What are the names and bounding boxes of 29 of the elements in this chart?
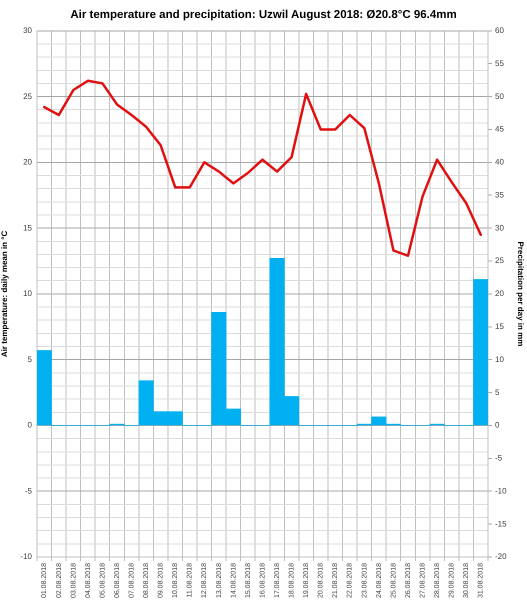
y-tick-label: 25 (23, 92, 33, 101)
y2-tick-label: 60 (495, 26, 504, 36)
y2-axis-title: Precipitation per day in mm (516, 241, 525, 346)
y2-tick-label: 15 (495, 322, 504, 331)
y2-tick-label: -10 (495, 486, 508, 496)
y-tick-label: 20 (23, 158, 33, 167)
y2-tick-label: 45 (495, 124, 504, 134)
y2-tick-label: -5 (495, 454, 503, 463)
y2-tick-label: 35 (495, 190, 504, 200)
y-tick-label: 5 (28, 354, 33, 364)
y2-tick-label: 40 (495, 158, 504, 167)
y-tick-label: 15 (23, 223, 33, 232)
y2-tick-label: 20 (495, 289, 504, 298)
y2-tick-label: 55 (495, 58, 504, 68)
y2-tick-label: 25 (495, 256, 504, 266)
y2-tick-label: 50 (495, 92, 504, 101)
y-tick-label: -5 (24, 486, 33, 496)
y-tick-label: 10 (23, 289, 33, 298)
y2-tick-label: 10 (495, 354, 504, 364)
chart-title: Air temperature and precipitation: Uzwil August 2018: Ø20.8°C 96.4mm (70, 9, 457, 22)
y2-tick-label: 5 (495, 388, 500, 397)
y2-tick-label: 30 (495, 223, 504, 232)
y-tick-label: 0 (28, 420, 33, 430)
y-axis-title: Air temperature: daily mean in °C (0, 230, 10, 358)
y2-tick-label: 0 (495, 420, 500, 430)
y-tick-label: -10 (20, 552, 33, 562)
y2-tick-label: -15 (495, 519, 508, 528)
y-tick-label: 30 (23, 26, 33, 36)
y2-tick-label: -20 (495, 552, 508, 562)
